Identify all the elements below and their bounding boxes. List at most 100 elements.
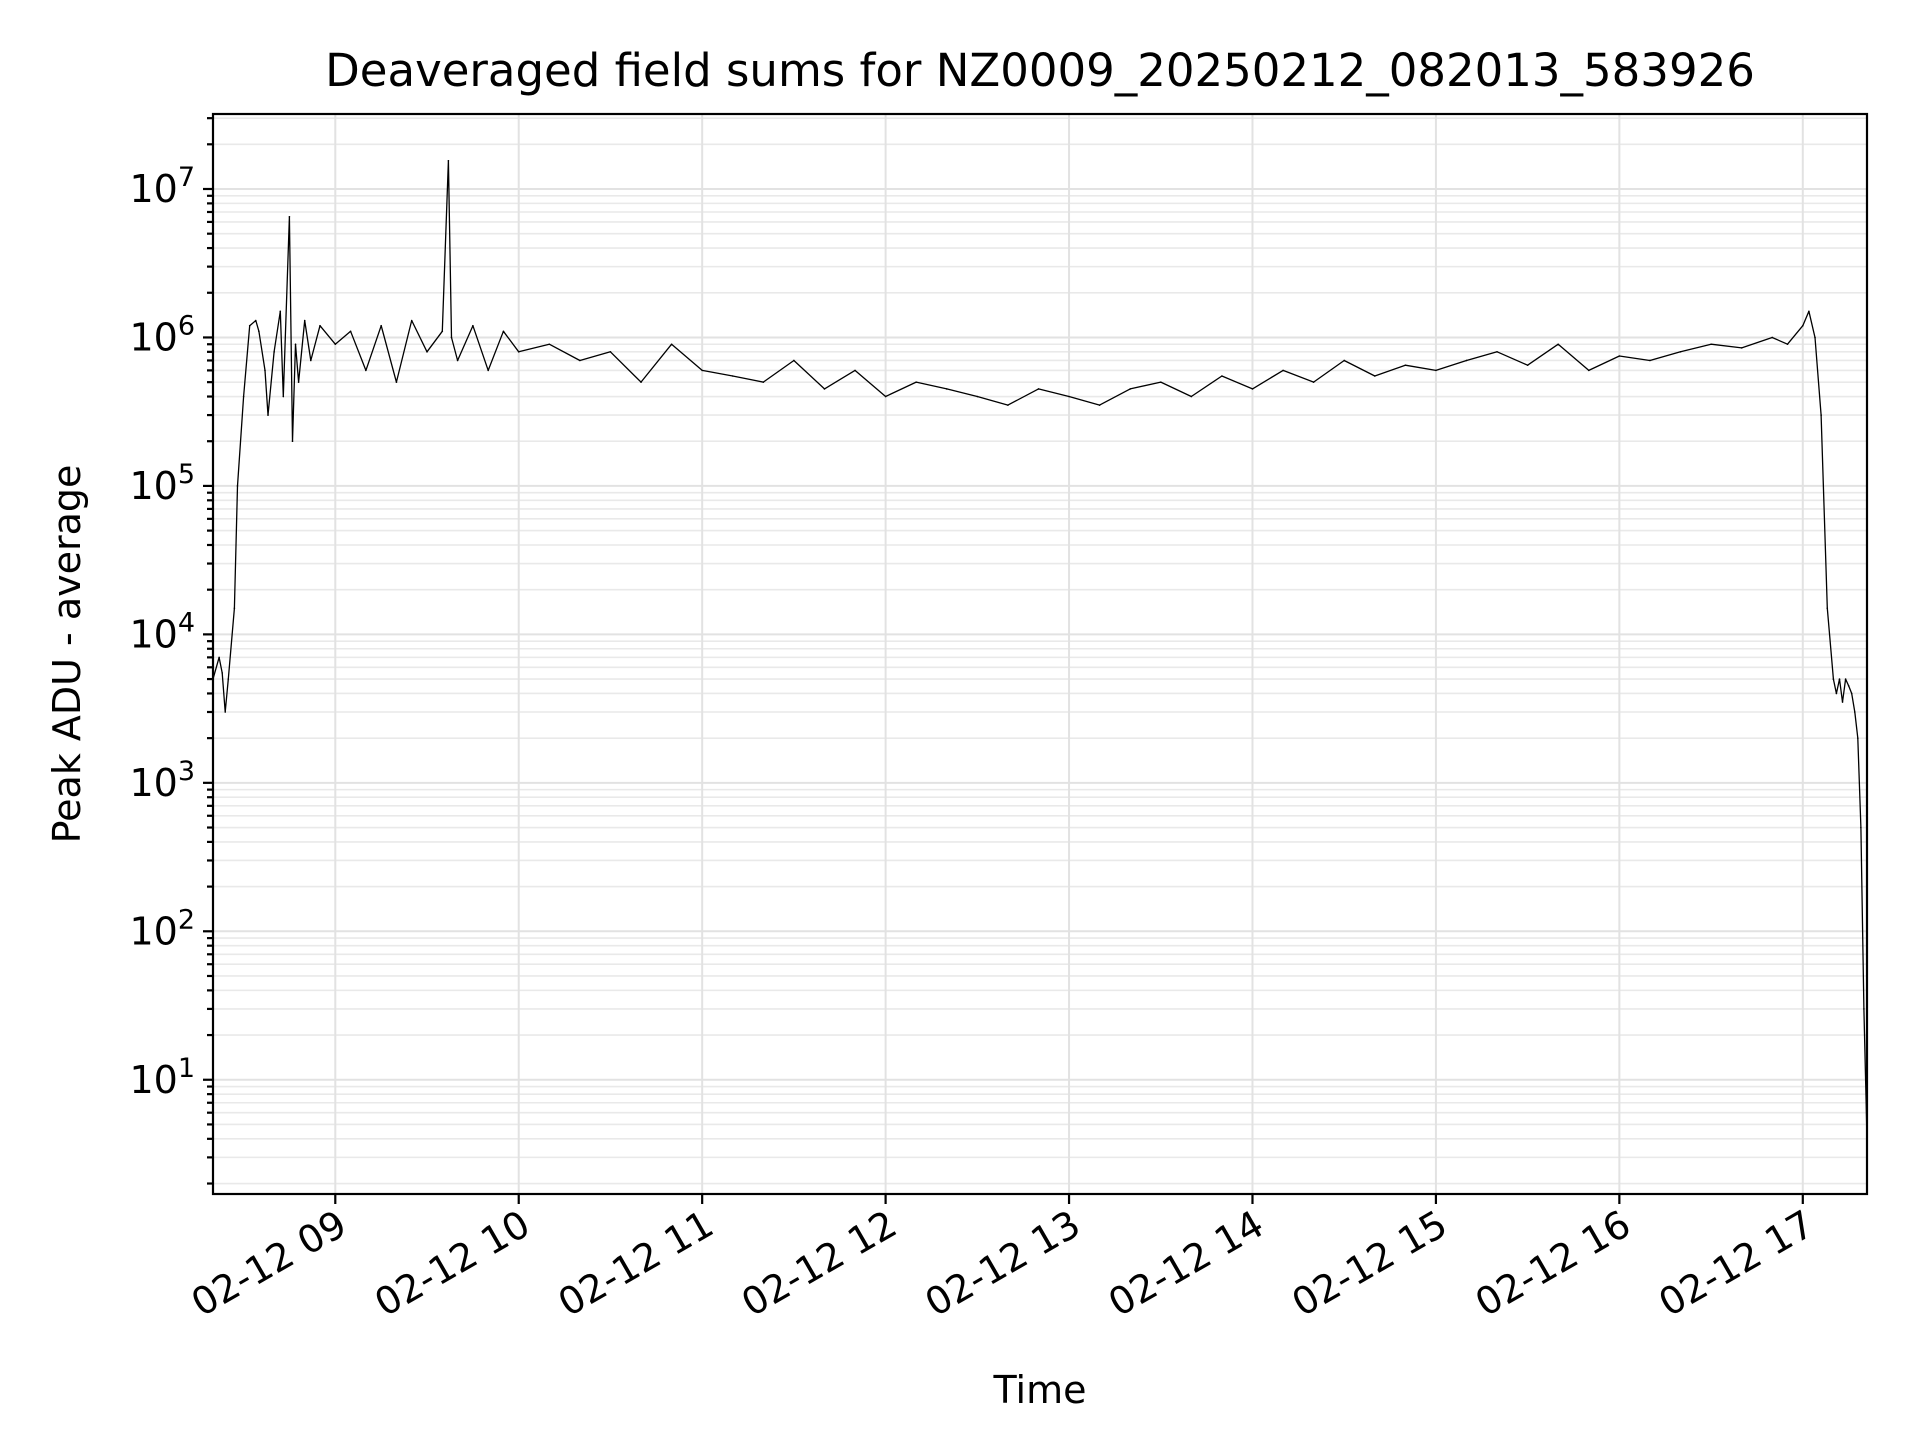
data-point	[1771, 336, 1774, 339]
data-point	[319, 324, 321, 327]
data-point	[255, 319, 257, 322]
data-point	[279, 310, 282, 313]
x-tick-label: 02-12 12	[734, 1202, 904, 1326]
data-point	[487, 369, 489, 372]
data-point	[472, 324, 474, 327]
data-point	[1740, 347, 1743, 349]
data-point	[1863, 1008, 1865, 1010]
data-point	[1832, 678, 1835, 680]
data-point	[1860, 826, 1862, 829]
data-point	[884, 395, 887, 398]
data-point	[793, 359, 795, 362]
data-point	[1037, 388, 1040, 390]
data-point	[227, 678, 230, 680]
data-point	[1435, 369, 1437, 372]
data-point	[365, 369, 367, 372]
data-point	[915, 381, 917, 383]
data-point	[1844, 678, 1847, 680]
data-point	[410, 319, 413, 322]
x-tick-label: 02-12 16	[1468, 1202, 1638, 1326]
data-point	[1465, 359, 1468, 362]
data-point	[1557, 343, 1560, 346]
y-tick-label: 105	[129, 459, 195, 508]
data-point	[291, 440, 294, 443]
data-point	[1068, 395, 1070, 398]
series-layer	[212, 159, 1868, 1140]
y-tick-label: 104	[129, 607, 195, 656]
data-point	[1373, 375, 1376, 377]
data-point	[640, 381, 642, 383]
data-point	[502, 330, 505, 333]
data-point	[1190, 395, 1193, 398]
data-point	[548, 343, 551, 346]
chart-title: Deaveraged field sums for NZ0009_2025021…	[325, 44, 1755, 97]
data-point	[1159, 381, 1162, 383]
data-point	[1835, 692, 1838, 695]
data-point	[447, 159, 450, 162]
data-point	[456, 359, 459, 362]
data-point	[1526, 364, 1529, 367]
data-point	[1801, 324, 1804, 327]
x-tick-label: 02-12 14	[1101, 1202, 1271, 1326]
x-tick-label: 02-12 10	[367, 1202, 537, 1326]
data-point	[236, 485, 239, 487]
data-point	[517, 351, 520, 353]
grid	[213, 114, 1867, 1194]
data-point	[288, 215, 291, 218]
y-tick-label: 102	[129, 904, 195, 953]
x-tick-label: 02-12 11	[551, 1202, 721, 1326]
data-point	[1857, 737, 1859, 739]
data-point	[1710, 343, 1712, 346]
data-point	[976, 395, 979, 398]
data-point	[310, 359, 312, 362]
data-point	[221, 672, 223, 674]
data-point	[1679, 351, 1682, 353]
data-point	[264, 369, 266, 372]
data-point	[1496, 351, 1498, 353]
data-point	[1221, 375, 1223, 377]
data-point	[1808, 310, 1810, 313]
y-axis-label: Peak ADU - average	[45, 465, 89, 844]
data-point	[450, 336, 453, 339]
data-point	[1587, 369, 1590, 372]
data-point	[1098, 404, 1101, 406]
data-point	[701, 369, 703, 372]
x-tick-label: 02-12 17	[1651, 1202, 1821, 1326]
data-point	[1841, 701, 1844, 703]
data-point	[248, 324, 251, 327]
data-point	[1820, 414, 1822, 416]
data-point	[1649, 359, 1651, 362]
data-point	[218, 656, 220, 659]
data-point	[1404, 364, 1407, 367]
y-tick-label: 101	[129, 1053, 195, 1102]
data-point	[823, 388, 826, 390]
data-point	[242, 395, 245, 398]
data-point	[1129, 388, 1131, 390]
data-point	[1282, 369, 1284, 372]
x-tick-label: 02-12 15	[1284, 1202, 1454, 1326]
data-point	[426, 351, 428, 353]
x-tick-label: 02-12 13	[918, 1202, 1088, 1326]
data-point	[294, 343, 297, 346]
data-point	[762, 381, 765, 383]
data-point	[1847, 685, 1850, 687]
data-point	[1826, 607, 1829, 610]
data-point	[395, 381, 398, 383]
data-point	[945, 388, 948, 390]
data-point	[1814, 336, 1816, 339]
data-point	[349, 330, 352, 333]
data-point	[1850, 692, 1853, 695]
data-point	[303, 319, 306, 322]
y-tick-label: 106	[129, 310, 195, 359]
plot-frame	[211, 112, 1869, 1196]
data-point	[609, 351, 612, 353]
data-point	[267, 414, 269, 416]
data-point	[1312, 381, 1315, 383]
x-axis-label: Time	[993, 1368, 1087, 1412]
data-point	[297, 381, 300, 383]
y-tick-label: 103	[129, 756, 195, 805]
data-point	[1007, 404, 1009, 406]
data-point	[441, 330, 444, 333]
